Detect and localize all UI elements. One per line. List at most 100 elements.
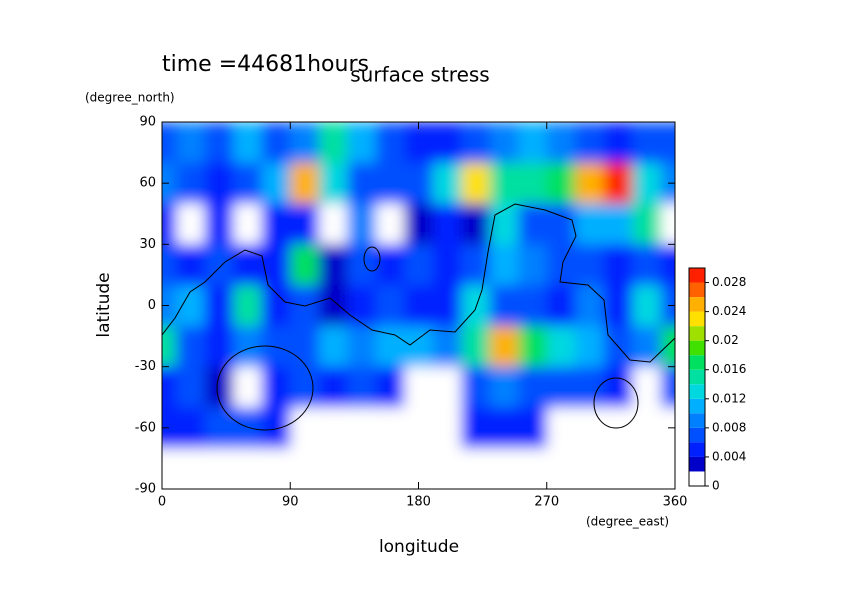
chart-title: surface stress bbox=[350, 63, 489, 87]
cell bbox=[375, 162, 405, 205]
cell bbox=[347, 162, 377, 205]
cell bbox=[432, 366, 462, 408]
cell bbox=[318, 448, 348, 489]
cell bbox=[347, 122, 377, 164]
cell bbox=[660, 285, 675, 327]
cell bbox=[162, 162, 177, 205]
cell bbox=[233, 162, 263, 205]
colorbar-swatch bbox=[689, 355, 705, 370]
colorbar-swatch bbox=[689, 369, 705, 385]
colorbar-tick-label: 0.028 bbox=[712, 275, 746, 289]
cell bbox=[233, 366, 263, 408]
cell bbox=[233, 448, 263, 489]
cell bbox=[162, 244, 177, 286]
cell bbox=[575, 203, 605, 245]
cell bbox=[290, 366, 320, 408]
colorbar-tick-label: 0.02 bbox=[712, 333, 739, 347]
colorbar-tick-label: 0.012 bbox=[712, 391, 746, 405]
cell bbox=[404, 285, 434, 327]
cell bbox=[546, 407, 576, 449]
y-tick-label: 90 bbox=[139, 115, 156, 130]
cell bbox=[204, 285, 234, 327]
cell bbox=[489, 162, 519, 205]
colorbar-swatch bbox=[689, 456, 705, 472]
x-tick-label: 360 bbox=[663, 495, 688, 510]
cell bbox=[603, 122, 633, 164]
cell bbox=[575, 244, 605, 286]
colorbar-swatch bbox=[689, 311, 705, 327]
cell bbox=[432, 448, 462, 489]
colorbar-swatch bbox=[689, 384, 705, 399]
cell bbox=[489, 366, 519, 408]
cell bbox=[347, 407, 377, 449]
cell bbox=[290, 122, 320, 164]
cell bbox=[204, 122, 234, 164]
y-tick-label: 30 bbox=[139, 237, 156, 252]
cell bbox=[347, 203, 377, 245]
cell bbox=[603, 285, 633, 327]
coastline bbox=[363, 246, 381, 272]
cell bbox=[318, 325, 348, 368]
cell bbox=[261, 366, 291, 408]
cell bbox=[461, 366, 491, 408]
cell bbox=[603, 366, 633, 408]
cell bbox=[261, 162, 291, 205]
colorbar-swatch bbox=[689, 297, 705, 312]
cell bbox=[261, 122, 291, 164]
cell bbox=[461, 448, 491, 489]
cell bbox=[660, 162, 675, 205]
cell bbox=[162, 366, 177, 408]
cell bbox=[461, 244, 491, 286]
cell bbox=[546, 203, 576, 245]
cell bbox=[404, 325, 434, 368]
coastline bbox=[216, 345, 314, 431]
cell bbox=[632, 448, 662, 489]
colorbar-tick-label: 0.024 bbox=[712, 304, 746, 318]
cell bbox=[261, 325, 291, 368]
cell bbox=[603, 448, 633, 489]
cell bbox=[575, 366, 605, 408]
cell bbox=[204, 244, 234, 286]
cell bbox=[518, 285, 548, 327]
cell bbox=[603, 244, 633, 286]
colorbar-swatch bbox=[689, 398, 705, 414]
cell bbox=[318, 122, 348, 164]
cell bbox=[176, 122, 206, 164]
cell bbox=[518, 407, 548, 449]
cell bbox=[489, 407, 519, 449]
cell bbox=[632, 162, 662, 205]
cell bbox=[347, 366, 377, 408]
cell bbox=[261, 203, 291, 245]
cell bbox=[632, 203, 662, 245]
cell bbox=[204, 407, 234, 449]
x-tick-label: 270 bbox=[534, 495, 559, 510]
colorbar-swatch bbox=[689, 413, 705, 428]
cell bbox=[204, 448, 234, 489]
cell bbox=[632, 285, 662, 327]
cell bbox=[660, 244, 675, 286]
cell bbox=[347, 244, 377, 286]
cell bbox=[546, 162, 576, 205]
cell bbox=[603, 162, 633, 205]
x-tick-label: 0 bbox=[158, 495, 166, 510]
cell bbox=[290, 244, 320, 286]
cell bbox=[318, 366, 348, 408]
cell bbox=[632, 122, 662, 164]
cell bbox=[347, 325, 377, 368]
cell bbox=[404, 162, 434, 205]
cell bbox=[518, 122, 548, 164]
cell bbox=[489, 448, 519, 489]
colorbar-tick-label: 0.008 bbox=[712, 420, 746, 434]
cell bbox=[461, 162, 491, 205]
cell bbox=[162, 203, 177, 245]
cell bbox=[375, 122, 405, 164]
cell bbox=[632, 366, 662, 408]
cell bbox=[261, 407, 291, 449]
colorbar-tick-label: 0.004 bbox=[712, 449, 746, 463]
cell bbox=[546, 122, 576, 164]
cell bbox=[318, 203, 348, 245]
cell bbox=[375, 407, 405, 449]
cell bbox=[404, 407, 434, 449]
cell bbox=[204, 162, 234, 205]
